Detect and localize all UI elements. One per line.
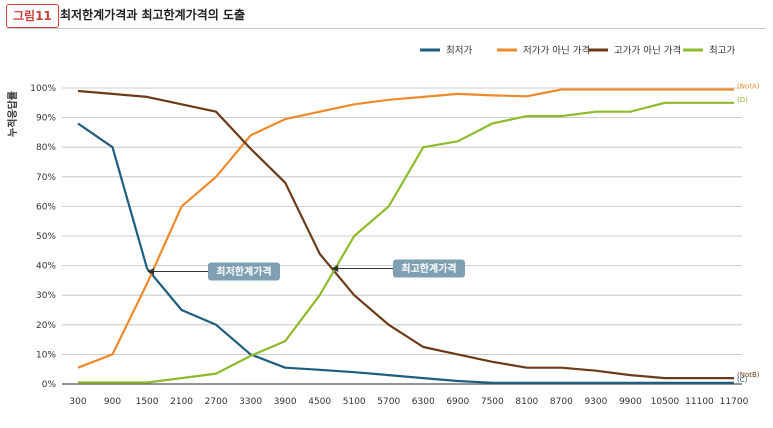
y-axis: 0% 10% 20% 30% 40% 50% 60% 70% 80% 90% 100% [30,84,56,390]
series-end-label: (C) [737,376,748,384]
x-tick-label: 10500 [651,397,680,407]
x-tick-label: 3300 [239,397,262,407]
series-line [77,122,734,384]
x-tick-label: 5700 [377,397,400,407]
y-tick-label: 80% [36,143,56,153]
x-tick-label: 3900 [274,397,297,407]
callout-box [208,262,280,281]
series-end-labels: (C) (NotA) (NotB) (D) [737,82,760,383]
callout-box [393,259,465,278]
y-tick-label: 70% [36,173,56,183]
line-chart: 0% 10% 20% 30% 40% 50% 60% 70% 80% 90% 100% 300 900… [6,45,760,408]
legend-label: 최고가 [709,46,735,57]
y-tick-label: 10% [36,350,56,360]
x-tick-label: 8100 [515,397,538,407]
figure-header: 그림11 최저한계가격과 최고한계가격의 도출 [6,4,766,29]
chart-annotations: 최저한계가격 최고한계가격 [147,259,465,281]
callout-label: 최고한계가격 [401,262,456,275]
y-tick-label: 60% [36,202,56,212]
y-tick-label: 20% [36,321,56,331]
x-tick-label: 6300 [412,397,435,407]
x-tick-label: 11100 [685,397,714,407]
y-tick-label: 100% [30,84,56,94]
x-axis: 300 900 1500 2100 2700 3300 3900 4500 5100 5700 63… [69,397,748,407]
x-tick-label: 11700 [720,397,749,407]
y-tick-label: 30% [36,291,56,301]
x-tick-label: 7500 [481,397,504,407]
x-tick-label: 4500 [308,397,331,407]
callout-arrow-head [331,265,339,273]
x-tick-label: 5100 [343,397,366,407]
x-tick-label: 9900 [619,397,642,407]
series-end-label: (NotB) [737,371,760,379]
x-tick-label: 8700 [550,397,573,407]
legend-label: 고가가 아닌 가격 [614,45,681,57]
series-lines [77,88,734,384]
figure-number-badge: 그림11 [6,4,59,28]
callout-arrow-head [147,268,155,276]
series-end-label: (NotA) [737,82,760,90]
y-tick-label: 0% [42,380,57,390]
y-tick-label: 50% [36,232,56,242]
x-tick-label: 900 [104,397,121,407]
figure-title: 최저한계가격과 최고한계가격의 도출 [60,8,245,22]
y-tick-label: 90% [36,114,56,124]
x-tick-label: 6900 [446,397,469,407]
x-tick-label: 300 [69,397,86,407]
callout-label: 최저한계가격 [216,265,271,278]
series-line [77,88,734,369]
x-tick-label: 2700 [205,397,228,407]
x-tick-label: 2100 [170,397,193,407]
series-line [77,89,734,380]
series-end-label: (D) [737,96,748,104]
legend-label: 최저가 [446,46,472,57]
x-tick-label: 1500 [136,397,159,407]
legend-label: 저가가 아닌 가격 [523,45,590,57]
header-divider [6,28,766,29]
x-tick-label: 9300 [584,397,607,407]
y-axis-label: 누적응답률 [6,91,19,137]
y-tick-label: 40% [36,262,56,272]
chart-grid [62,87,742,385]
chart-legend: 최저가 저가가 아닌 가격 고가가 아닌 가격 최고가 [420,45,735,57]
series-line [78,101,734,384]
